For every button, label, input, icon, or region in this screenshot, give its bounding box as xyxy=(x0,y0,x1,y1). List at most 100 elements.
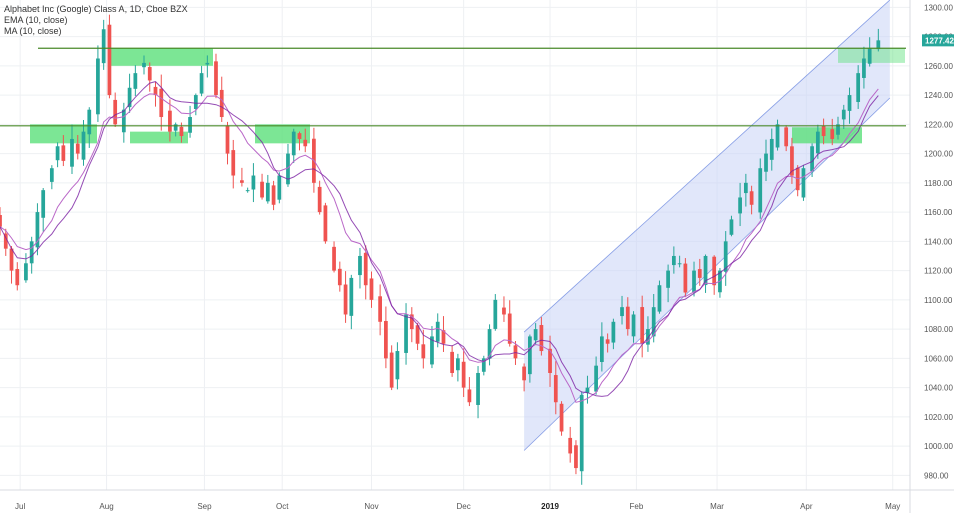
candle-body xyxy=(70,138,74,167)
time-tick-label: 2019 xyxy=(541,502,559,511)
price-axis[interactable]: 980.00 1000.00 1020.00 1040.00 1060.00 1080.0… xyxy=(909,0,953,513)
time-tick-label: Mar xyxy=(710,502,724,511)
ema-legend[interactable]: EMA (10, close) xyxy=(4,15,68,25)
price-tick-label: 1140.00 xyxy=(924,237,953,246)
candle-body xyxy=(349,277,354,316)
candle-body xyxy=(441,330,446,344)
candle-body xyxy=(225,125,230,154)
support-zone xyxy=(130,131,188,144)
candle-body xyxy=(605,339,610,344)
candle-body xyxy=(96,58,100,115)
candle-body xyxy=(87,109,92,135)
candle-body xyxy=(651,307,656,337)
symbol-title[interactable]: Alphabet Inc (Google) Class A, 1D, Cboe … xyxy=(4,4,188,14)
candle-body xyxy=(862,58,866,78)
candle-body xyxy=(487,329,492,359)
candle-body xyxy=(574,445,578,469)
candle-body xyxy=(539,325,544,352)
candle-body xyxy=(133,73,138,89)
candle-body xyxy=(240,180,244,183)
candle-body xyxy=(363,252,368,286)
candle-body xyxy=(81,131,86,160)
candle-body xyxy=(24,263,28,281)
candle-body xyxy=(332,246,336,271)
candle-body xyxy=(277,175,282,200)
candle-body xyxy=(522,366,526,381)
time-tick-label: Apr xyxy=(800,502,813,511)
candle-body xyxy=(738,197,742,214)
candle-body xyxy=(657,285,662,312)
candle-body xyxy=(585,387,590,393)
ema-line xyxy=(0,88,879,403)
candle-body xyxy=(513,345,518,359)
last-price-label: 1277.42 xyxy=(925,36,954,45)
candle-body xyxy=(107,24,112,96)
candle-body xyxy=(384,320,388,359)
price-tick-label: 1200.00 xyxy=(924,150,953,159)
candle-body xyxy=(646,329,650,345)
support-zone xyxy=(255,124,310,144)
candle-body xyxy=(703,255,708,286)
candle-body xyxy=(205,62,210,65)
candle-body xyxy=(113,99,118,125)
price-tick-label: 1000.00 xyxy=(924,442,953,451)
candle-body xyxy=(297,133,302,139)
price-tick-label: 980.00 xyxy=(924,471,949,480)
support-zones xyxy=(30,48,905,144)
candle-body xyxy=(528,336,532,375)
candle-body xyxy=(35,212,40,248)
candle-body xyxy=(729,219,734,235)
candle-body xyxy=(559,403,564,432)
candle-body xyxy=(810,146,814,172)
candle-body xyxy=(671,255,676,266)
candle-body xyxy=(594,365,598,392)
candle-body xyxy=(847,95,852,111)
price-tick-label: 1180.00 xyxy=(924,179,953,188)
candle-body xyxy=(493,299,498,329)
candle-body xyxy=(260,181,264,198)
candle-body xyxy=(168,110,172,132)
chart-legend: Alphabet Inc (Google) Class A, 1D, Cboe … xyxy=(4,4,188,37)
candle-body xyxy=(764,153,768,172)
price-tick-label: 1120.00 xyxy=(924,267,953,276)
candle-body xyxy=(743,182,748,194)
time-tick-label: Jul xyxy=(15,502,25,511)
candle-body xyxy=(317,186,322,213)
candle-body xyxy=(712,256,717,286)
candle-body xyxy=(666,270,670,288)
candle-body xyxy=(456,358,460,371)
ma-legend[interactable]: MA (10, close) xyxy=(4,26,62,36)
candle-body xyxy=(199,73,204,94)
candle-body xyxy=(421,344,426,359)
candle-body xyxy=(323,205,328,242)
time-tick-label: Aug xyxy=(99,502,113,511)
support-zone xyxy=(30,124,97,144)
candle-body xyxy=(343,284,348,315)
price-tick-label: 1260.00 xyxy=(924,62,953,71)
candle-body xyxy=(723,241,728,272)
horizontal-levels xyxy=(0,47,906,127)
candle-body xyxy=(395,351,400,380)
candle-body xyxy=(303,139,308,147)
candle-body xyxy=(378,296,382,322)
candle-body xyxy=(101,29,106,64)
last-price-tag: 1277.42 xyxy=(922,34,954,47)
candle-body xyxy=(697,269,702,278)
price-tick-label: 1020.00 xyxy=(924,413,953,422)
candle-body xyxy=(435,321,440,342)
candle-body xyxy=(683,263,688,293)
candle-body xyxy=(461,361,466,388)
support-zone xyxy=(109,48,213,66)
time-axis[interactable]: Jul Aug Sep Oct Nov Dec 2019 Feb Mar Apr May xyxy=(0,489,954,511)
candle-body xyxy=(55,146,60,161)
candle-body xyxy=(231,150,236,176)
candle-body xyxy=(599,336,604,363)
candle-body xyxy=(358,255,362,276)
candle-body xyxy=(142,62,146,68)
candle-body xyxy=(75,143,80,154)
candle-body xyxy=(502,307,506,315)
candle-body xyxy=(415,325,420,344)
indicator-lines xyxy=(0,81,879,403)
candle-body xyxy=(0,215,2,227)
